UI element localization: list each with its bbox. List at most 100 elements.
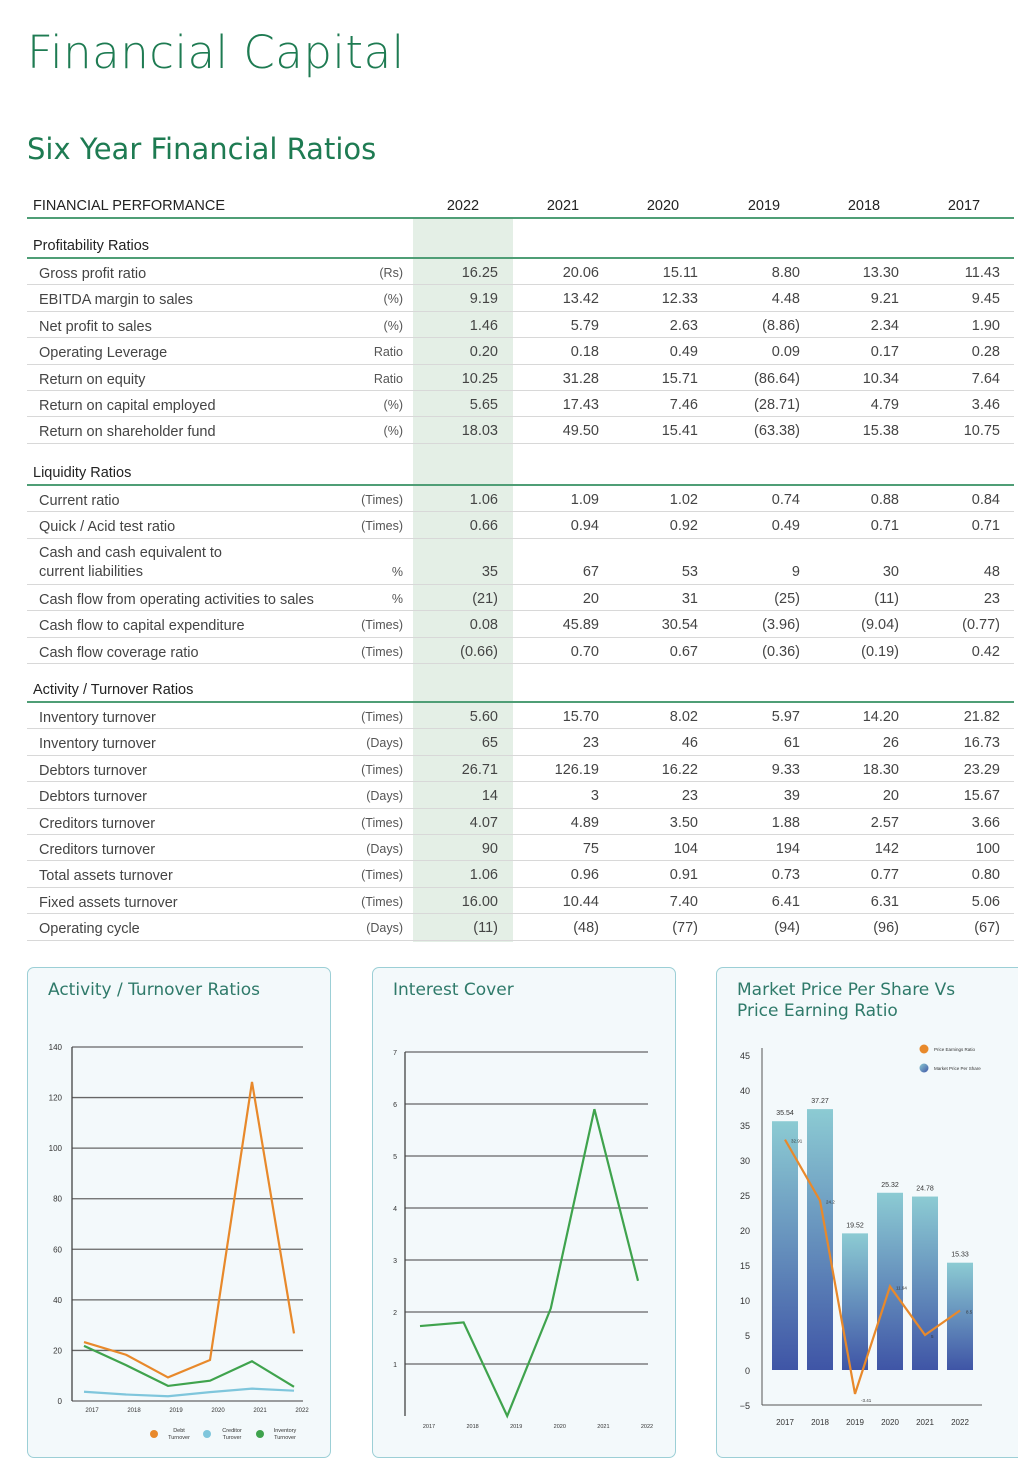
y-tick-label: 20 bbox=[53, 1346, 62, 1355]
row-value: (86.64) bbox=[754, 370, 800, 387]
row-value: 10.25 bbox=[461, 370, 498, 387]
row-value: 17.43 bbox=[562, 397, 599, 413]
y-tick-label: 140 bbox=[49, 1043, 63, 1052]
row-label: Total assets turnover bbox=[39, 868, 173, 885]
row-label: Operating cycle bbox=[39, 921, 140, 938]
row-value: 23 bbox=[582, 735, 599, 752]
row-value: 0.96 bbox=[570, 867, 599, 884]
row-value: 12.33 bbox=[661, 291, 698, 308]
row-label: Cash flow to capital expenditure bbox=[39, 618, 245, 635]
row-value: (63.38) bbox=[754, 423, 800, 440]
row-value: 126.19 bbox=[554, 761, 599, 778]
row-divider bbox=[27, 416, 1014, 418]
row-value: 0.18 bbox=[570, 344, 599, 361]
legend-marker bbox=[150, 1430, 158, 1438]
row-value: 0.94 bbox=[570, 518, 599, 535]
row-value: 4.07 bbox=[469, 814, 498, 831]
y-tick-label: 40 bbox=[740, 1086, 750, 1096]
x-tick-label: 2019 bbox=[510, 1424, 522, 1430]
y-tick-label: 0 bbox=[58, 1397, 63, 1406]
series-line bbox=[419, 1108, 640, 1419]
bar bbox=[807, 1109, 833, 1370]
row-value: 4.89 bbox=[570, 814, 599, 831]
chart-title: Market Price Per Share Vs Price Earning … bbox=[737, 980, 956, 1021]
row-value: (0.19) bbox=[861, 643, 899, 660]
y-tick-label: 3 bbox=[393, 1258, 397, 1265]
row-value: 4.48 bbox=[771, 291, 800, 308]
chart-title: Interest Cover bbox=[393, 980, 514, 1000]
row-divider bbox=[27, 754, 1014, 756]
row-label: Return on capital employed bbox=[39, 398, 216, 414]
row-value: 4.79 bbox=[870, 397, 899, 413]
row-unit: (%) bbox=[383, 292, 403, 307]
bar bbox=[772, 1121, 798, 1370]
row-value: 0.20 bbox=[469, 344, 498, 361]
section-title: Profitability Ratios bbox=[33, 238, 150, 254]
row-value: (21) bbox=[472, 590, 498, 607]
row-divider bbox=[27, 807, 1014, 809]
section-title: Six Year Financial Ratios bbox=[27, 132, 377, 166]
legend-label: Turover bbox=[223, 1435, 242, 1441]
row-divider bbox=[27, 781, 1014, 783]
row-value: 0.74 bbox=[771, 492, 800, 508]
row-divider bbox=[27, 663, 1014, 664]
row-unit: (%) bbox=[383, 424, 403, 439]
y-tick-label: −5 bbox=[740, 1401, 750, 1411]
row-value: 75 bbox=[582, 841, 599, 857]
x-tick-label: 2018 bbox=[127, 1408, 141, 1414]
row-label: Creditors turnover bbox=[39, 815, 156, 832]
row-value: 26 bbox=[882, 735, 899, 752]
row-divider bbox=[27, 728, 1014, 730]
legend-marker-mps bbox=[919, 1063, 929, 1073]
row-value: 0.70 bbox=[570, 643, 599, 660]
row-label: Cash flow from operating activities to s… bbox=[39, 591, 314, 608]
row-label: Fixed assets turnover bbox=[39, 894, 178, 911]
row-divider bbox=[27, 337, 1014, 339]
row-label: Debtors turnover bbox=[39, 762, 147, 779]
row-value: (48) bbox=[573, 920, 599, 937]
row-value: 0.08 bbox=[469, 617, 498, 634]
page-title: Financial Capital bbox=[27, 26, 405, 79]
row-value: 7.40 bbox=[669, 893, 698, 910]
row-divider bbox=[27, 834, 1014, 835]
bar-label: 15.33 bbox=[951, 1252, 969, 1259]
row-divider bbox=[27, 886, 1014, 888]
y-tick-label: 15 bbox=[740, 1261, 750, 1271]
row-value: 9.45 bbox=[971, 291, 1000, 308]
row-value: 48 bbox=[983, 563, 1000, 580]
row-unit: (Rs) bbox=[379, 266, 403, 280]
x-tick-label: 2021 bbox=[253, 1408, 267, 1414]
y-tick-label: 25 bbox=[740, 1191, 750, 1201]
row-value: 5.65 bbox=[469, 397, 498, 413]
section-divider bbox=[27, 701, 1014, 703]
row-divider bbox=[27, 442, 1014, 444]
y-tick-label: 45 bbox=[740, 1051, 750, 1061]
row-value: 0.17 bbox=[870, 344, 899, 361]
row-value: 16.25 bbox=[461, 265, 498, 281]
row-value: 15.67 bbox=[963, 788, 1000, 805]
row-label: Inventory turnover bbox=[39, 736, 156, 753]
row-value: (9.04) bbox=[861, 617, 899, 634]
row-value: 2.63 bbox=[669, 317, 698, 334]
x-tick-label: 2020 bbox=[211, 1408, 225, 1414]
row-value: 5.97 bbox=[771, 709, 800, 725]
row-unit: (Times) bbox=[361, 868, 403, 883]
row-value: (11) bbox=[473, 920, 498, 937]
row-value: (94) bbox=[774, 920, 800, 937]
bar-label: 35.54 bbox=[776, 1110, 794, 1117]
row-value: 8.80 bbox=[771, 265, 800, 281]
x-tick-label: 2021 bbox=[597, 1424, 609, 1430]
row-label: Return on equity bbox=[39, 371, 146, 388]
x-tick-label: 2017 bbox=[776, 1418, 794, 1427]
row-divider bbox=[27, 636, 1014, 638]
row-value: (0.36) bbox=[762, 643, 800, 660]
row-label: Creditors turnover bbox=[39, 842, 156, 858]
row-value: 1.46 bbox=[469, 317, 498, 334]
y-tick-label: 5 bbox=[745, 1331, 750, 1341]
year-header: 2019 bbox=[747, 198, 781, 214]
legend-label: Price Earnings Ratio bbox=[934, 1047, 976, 1052]
row-value: 7.64 bbox=[971, 370, 1000, 387]
row-value: 6.31 bbox=[870, 893, 899, 910]
